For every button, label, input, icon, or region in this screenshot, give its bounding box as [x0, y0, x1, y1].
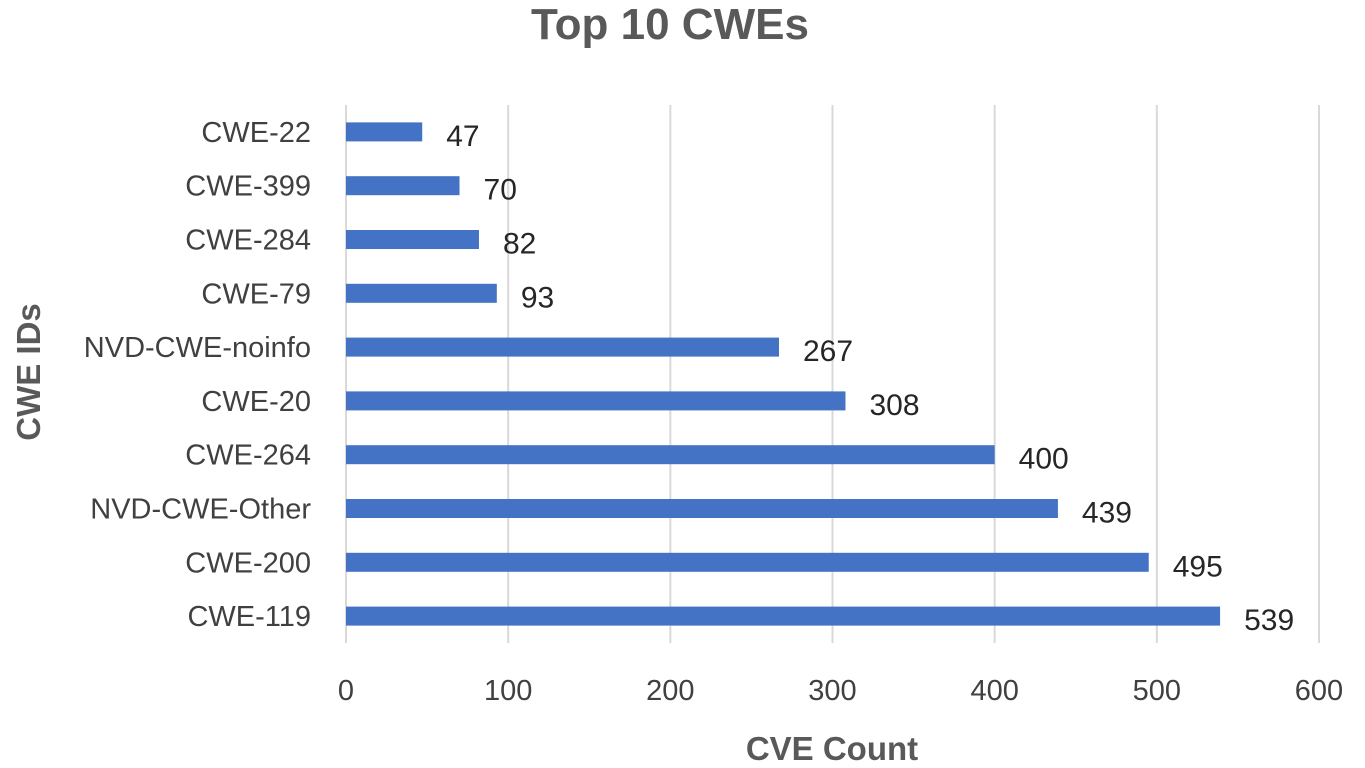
data-label: 82	[503, 228, 536, 261]
category-label: NVD-CWE-Other	[90, 494, 311, 526]
category-label: CWE-264	[185, 440, 311, 472]
x-tick-label: 200	[646, 675, 694, 707]
category-label: CWE-284	[185, 225, 311, 257]
data-label: 495	[1173, 550, 1223, 583]
x-axis-title: CVE Count	[746, 730, 918, 767]
bar	[346, 337, 779, 357]
x-tick-label: 500	[1133, 675, 1181, 707]
y-axis-title: CWE IDs	[10, 303, 47, 441]
category-label: NVD-CWE-noinfo	[84, 332, 311, 364]
x-tick-labels: 0 100 200 300 400 500 600	[338, 675, 1343, 707]
x-tick-label: 300	[808, 675, 856, 707]
category-label: CWE-119	[187, 601, 311, 633]
data-label: 539	[1244, 604, 1294, 637]
bar	[346, 283, 497, 303]
chart-title: Top 10 CWEs	[531, 0, 809, 49]
category-labels: CWE-22 CWE-399 CWE-284 CWE-79 NVD-CWE-noinfo…	[84, 117, 312, 633]
data-label: 400	[1019, 443, 1069, 476]
bar	[346, 391, 846, 411]
x-tick-label: 0	[338, 675, 354, 707]
bars	[346, 122, 1221, 626]
data-label: 47	[446, 120, 479, 153]
data-label: 439	[1082, 497, 1132, 530]
bar	[346, 176, 460, 196]
bar	[346, 552, 1149, 572]
category-label: CWE-22	[201, 117, 311, 149]
bar	[346, 445, 995, 465]
category-label: CWE-79	[201, 278, 311, 310]
x-tick-label: 400	[970, 675, 1018, 707]
category-label: CWE-20	[201, 386, 311, 418]
data-label: 70	[484, 174, 517, 207]
data-label: 308	[869, 389, 919, 422]
bar	[346, 606, 1221, 626]
bar	[346, 122, 423, 142]
bar	[346, 499, 1058, 518]
data-label: 267	[803, 335, 853, 368]
x-tick-label: 100	[484, 675, 532, 707]
data-label: 93	[521, 281, 554, 314]
bar	[346, 230, 479, 249]
category-label: CWE-200	[185, 547, 311, 579]
category-label: CWE-399	[185, 171, 311, 203]
x-tick-label: 600	[1295, 675, 1343, 707]
